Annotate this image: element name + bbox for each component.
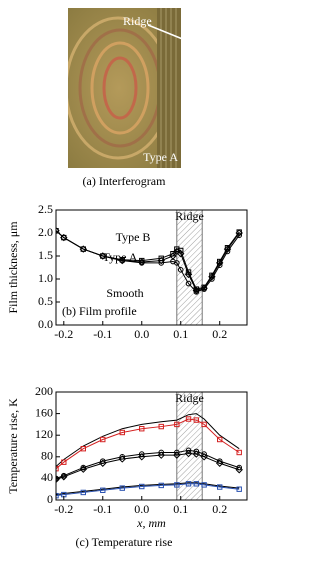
x-tick-label: 0.2	[212, 327, 227, 341]
y-axis-label: Temperature rise, K	[6, 398, 20, 494]
x-tick-label: -0.1	[93, 502, 112, 516]
series-line	[56, 450, 239, 478]
caption: (c) Temperature rise	[76, 535, 173, 549]
y-tick-label: 2.0	[38, 225, 53, 239]
plot-area: Ridge	[53, 391, 242, 500]
y-tick-label: 160	[35, 405, 53, 419]
y-tick-label: 0.0	[38, 317, 53, 331]
y-tick-label: 2.5	[38, 202, 53, 216]
annotation: (b) Film profile	[62, 304, 137, 318]
x-tick-label: -0.2	[54, 327, 73, 341]
x-tick-label: 0.0	[134, 327, 149, 341]
band-label: Ridge	[175, 209, 204, 223]
caption: (a) Interferogram	[83, 174, 167, 188]
x-tick-label: 0.1	[173, 502, 188, 516]
x-axis-label: x, mm	[136, 516, 166, 530]
x-tick-label: -0.2	[54, 502, 73, 516]
series-line	[56, 414, 239, 467]
y-tick-label: 0.5	[38, 294, 53, 308]
x-tick-label: -0.1	[93, 327, 112, 341]
y-tick-label: 1.5	[38, 248, 53, 262]
ridge-label: Ridge	[123, 14, 152, 28]
y-tick-label: 1.0	[38, 271, 53, 285]
x-tick-label: 0.1	[173, 327, 188, 341]
annotation: Smooth	[106, 286, 143, 300]
annotation: Type A	[103, 250, 138, 264]
y-tick-label: 200	[35, 384, 53, 398]
annotation: Type B	[116, 230, 151, 244]
type-label: Type A	[143, 150, 178, 164]
y-tick-label: 40	[41, 470, 53, 484]
x-tick-label: 0.2	[212, 502, 227, 516]
axes-frame	[56, 392, 247, 500]
y-tick-label: 0	[47, 492, 53, 506]
band-label: Ridge	[175, 391, 204, 405]
y-tick-label: 80	[41, 449, 53, 463]
y-tick-label: 120	[35, 427, 53, 441]
y-axis-label: Film thickness, μm	[6, 221, 20, 314]
x-tick-label: 0.0	[134, 502, 149, 516]
figure: Ridge Type A (a) Interferogram Ridge 0.0 0…	[0, 0, 248, 585]
